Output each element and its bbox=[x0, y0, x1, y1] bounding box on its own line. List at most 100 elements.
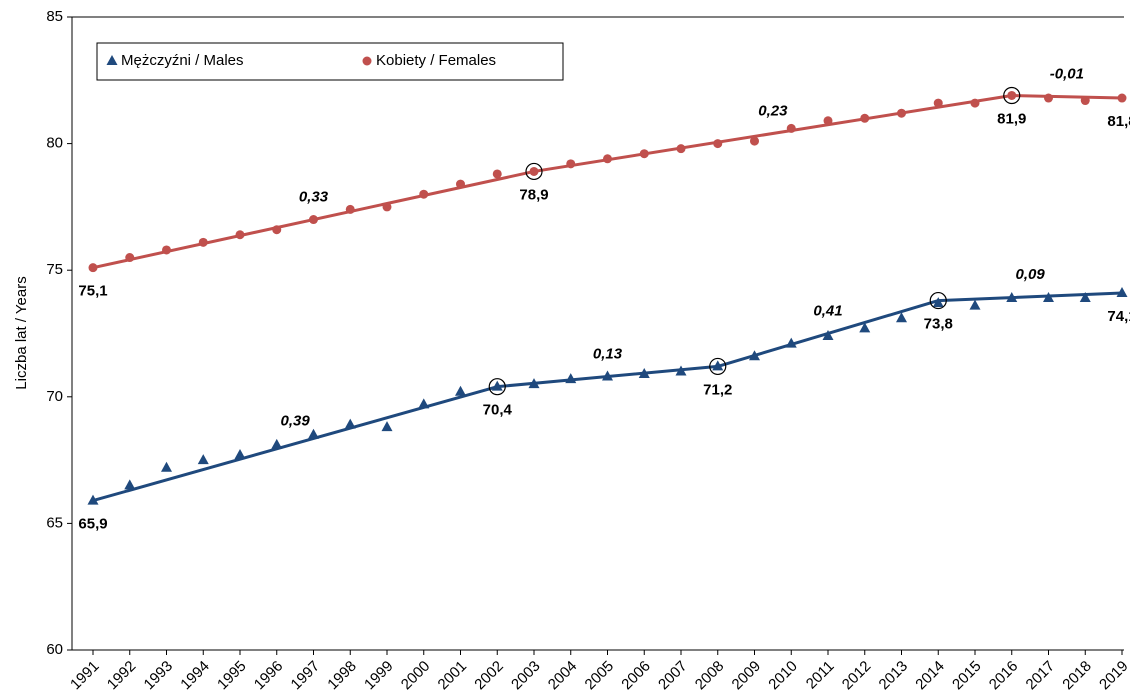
x-tick-label: 1997 bbox=[288, 658, 324, 694]
x-tick-label: 2010 bbox=[765, 658, 801, 694]
x-tick-label: 2011 bbox=[803, 658, 838, 693]
triangle-marker bbox=[308, 428, 319, 439]
triangle-marker bbox=[1079, 292, 1091, 303]
x-tick-label: 2004 bbox=[545, 658, 581, 694]
circle-marker bbox=[529, 166, 539, 176]
triangle-marker bbox=[565, 373, 577, 384]
y-axis-label: Liczba lat / Years bbox=[13, 276, 30, 389]
triangle-marker bbox=[638, 368, 650, 379]
slope-label: 0,33 bbox=[299, 189, 329, 206]
circle-marker bbox=[345, 204, 355, 214]
triangle-marker bbox=[1043, 292, 1054, 303]
circle-marker bbox=[676, 144, 686, 154]
trend-value-label: 71,2 bbox=[703, 381, 732, 398]
triangle-marker bbox=[455, 385, 466, 396]
circle-marker bbox=[419, 189, 429, 199]
trend-line bbox=[92, 291, 1123, 503]
circle-marker bbox=[566, 159, 576, 169]
trend-value-label: 75,1 bbox=[78, 283, 107, 300]
triangle-marker bbox=[602, 370, 613, 381]
triangle-marker bbox=[896, 312, 907, 323]
circle-marker bbox=[750, 136, 759, 146]
x-tick-label: 2002 bbox=[471, 658, 507, 694]
circle-marker bbox=[970, 98, 980, 108]
trend-value-label: 81,8 bbox=[1107, 113, 1130, 130]
circle-marker bbox=[603, 154, 612, 164]
circle-marker bbox=[1117, 93, 1127, 103]
joinpoint-circle bbox=[929, 291, 947, 310]
triangle-marker bbox=[197, 454, 209, 465]
triangle-marker bbox=[418, 398, 430, 409]
triangle-marker bbox=[271, 438, 283, 449]
legend: Mężczyźni / Males Kobiety / Females bbox=[96, 42, 564, 81]
x-tick-label: 1994 bbox=[177, 658, 213, 694]
trend-line bbox=[92, 93, 1123, 270]
triangle-marker bbox=[528, 378, 540, 389]
circle-marker bbox=[713, 139, 723, 149]
triangle-marker bbox=[381, 421, 393, 432]
x-tick-label: 1992 bbox=[104, 658, 140, 694]
triangle-marker bbox=[822, 330, 834, 341]
circle-marker bbox=[272, 225, 282, 235]
triangle-marker bbox=[124, 479, 136, 490]
slope-label: 0,39 bbox=[281, 413, 311, 430]
y-tick-label: 65 bbox=[46, 514, 63, 531]
triangle-marker bbox=[675, 365, 687, 376]
y-tick-label: 80 bbox=[46, 135, 63, 152]
circle-marker bbox=[235, 230, 245, 240]
triangle-marker bbox=[859, 322, 871, 333]
triangle-marker bbox=[749, 350, 760, 361]
slope-label: 0,09 bbox=[1016, 266, 1046, 283]
joinpoint-circle bbox=[709, 357, 727, 376]
joinpoint-circle bbox=[1003, 86, 1021, 105]
triangle-marker bbox=[932, 297, 944, 308]
y-tick-label: 60 bbox=[46, 641, 63, 658]
circle-marker bbox=[639, 149, 649, 159]
slope-label: 0,41 bbox=[813, 302, 842, 319]
triangle-marker bbox=[491, 380, 503, 391]
joinpoint-circle bbox=[488, 378, 506, 396]
triangle-marker bbox=[712, 360, 724, 371]
x-tick-label: 2015 bbox=[949, 658, 985, 694]
trend-value-label: 74,1 bbox=[1107, 308, 1130, 325]
circle-marker bbox=[823, 116, 833, 126]
triangle-marker bbox=[87, 494, 99, 505]
x-tick-label: 2005 bbox=[582, 658, 618, 694]
circle-marker bbox=[309, 215, 318, 225]
trend-value-label: 78,9 bbox=[519, 186, 548, 203]
x-tick-label: 2016 bbox=[986, 658, 1022, 694]
x-tick-label: 1991 bbox=[67, 658, 103, 694]
x-tick-label: 1998 bbox=[324, 658, 360, 694]
x-tick-label: 2007 bbox=[655, 658, 691, 694]
x-tick-label: 2008 bbox=[692, 658, 728, 694]
x-tick-label: 2017 bbox=[1023, 658, 1059, 694]
x-tick-label: 2013 bbox=[876, 658, 912, 694]
circle-marker bbox=[162, 245, 171, 255]
legend-box bbox=[96, 42, 564, 81]
x-tick-label: 1995 bbox=[214, 658, 250, 694]
slope-label: 0,23 bbox=[758, 102, 788, 119]
circle-marker bbox=[1044, 93, 1053, 103]
trend-value-label: 73,8 bbox=[924, 316, 953, 333]
x-tick-label: 1999 bbox=[361, 658, 397, 694]
triangle-marker bbox=[785, 337, 797, 348]
circle-marker bbox=[125, 253, 135, 263]
triangle-marker bbox=[1006, 292, 1018, 303]
circle-marker bbox=[456, 179, 465, 189]
x-tick-label: 1996 bbox=[251, 658, 287, 694]
triangle-marker bbox=[234, 449, 246, 460]
legend-label: Kobiety / Females bbox=[376, 52, 496, 69]
slope-label: -0,01 bbox=[1050, 66, 1084, 83]
circle-marker bbox=[1080, 96, 1090, 106]
triangle-marker bbox=[969, 299, 981, 310]
slope-label: 0,13 bbox=[593, 346, 623, 363]
triangle-marker bbox=[344, 418, 356, 429]
y-tick-label: 85 bbox=[46, 8, 63, 25]
circle-marker bbox=[1007, 90, 1017, 100]
triangle-marker bbox=[106, 55, 118, 65]
triangle-marker bbox=[161, 461, 172, 472]
x-tick-label: 2012 bbox=[839, 658, 875, 694]
triangle-marker bbox=[1116, 286, 1128, 297]
y-tick-label: 75 bbox=[46, 261, 63, 278]
